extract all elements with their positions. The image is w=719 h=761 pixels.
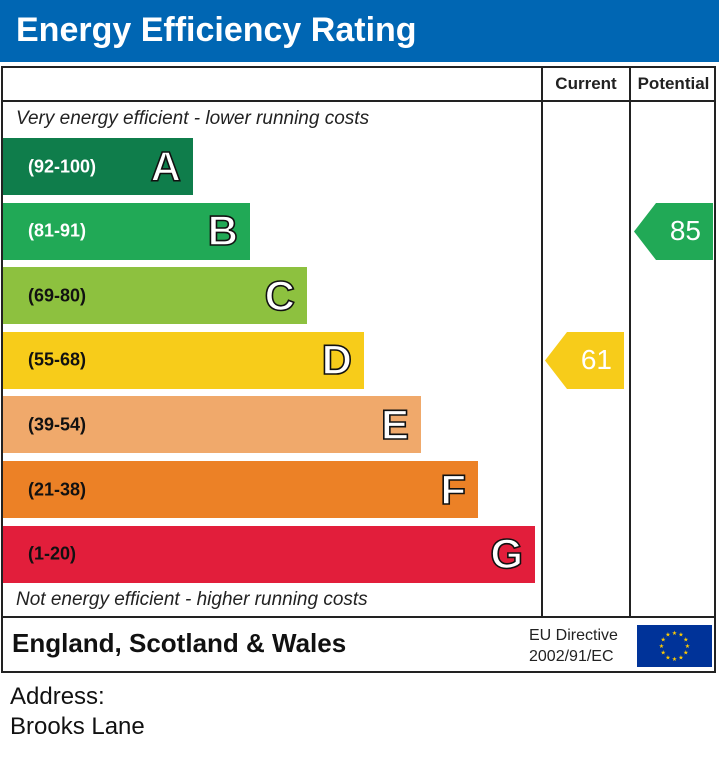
band-e: (39-54) E xyxy=(3,396,421,454)
caption-bottom: Not energy efficient - higher running co… xyxy=(16,589,368,610)
band-range-label: (55-68) xyxy=(28,349,87,370)
band-letter: A xyxy=(150,142,182,190)
band-a: (92-100) A xyxy=(3,138,193,195)
eu-star: ★ xyxy=(665,654,670,661)
band-c: (69-80) C xyxy=(3,267,307,325)
eu-star: ★ xyxy=(685,643,690,650)
eu-star: ★ xyxy=(665,632,670,639)
address-label: Address: xyxy=(10,683,105,710)
column-divider-current xyxy=(541,66,543,618)
band-range-label: (39-54) xyxy=(28,414,87,435)
band-letter: E xyxy=(380,400,410,448)
directive-line-2: 2002/91/EC xyxy=(529,648,614,665)
band-range-label: (21-38) xyxy=(28,479,87,499)
band-letter: C xyxy=(264,271,296,319)
region-label: England, Scotland & Wales xyxy=(12,628,347,658)
eu-star: ★ xyxy=(672,630,677,637)
caption-top: Very energy efficient - lower running co… xyxy=(16,108,370,129)
band-g: (1-20) G xyxy=(3,525,535,583)
header-bar: Energy Efficiency Rating xyxy=(0,0,719,62)
eu-star: ★ xyxy=(659,643,664,650)
band-range-label: (1-20) xyxy=(28,543,77,564)
band-range-label: (81-91) xyxy=(28,220,87,241)
eu-star: ★ xyxy=(661,637,666,644)
header-divider xyxy=(1,100,716,102)
current-arrow-shape xyxy=(545,331,624,389)
eu-star: ★ xyxy=(683,637,688,644)
band-b: (81-91) B xyxy=(3,202,250,260)
band-letter: G xyxy=(490,530,524,578)
footer-divider xyxy=(1,616,716,618)
column-header-current: Current xyxy=(555,74,617,93)
current-rating-value: 61 xyxy=(580,344,612,376)
band-letter: F xyxy=(440,465,467,513)
eu-flag-icon: ★ ★ ★ ★ ★ ★ ★ ★ ★ ★ ★ ★ xyxy=(637,625,712,667)
band-range-label: (69-80) xyxy=(28,285,87,306)
eu-star: ★ xyxy=(683,650,688,657)
potential-arrow-shape xyxy=(634,202,713,260)
potential-rating-value: 85 xyxy=(669,215,701,247)
page-title: Energy Efficiency Rating xyxy=(16,11,417,49)
band-d: (55-68) D xyxy=(3,331,364,389)
band-letter: D xyxy=(321,336,353,384)
current-rating-arrow: 61 xyxy=(545,331,624,389)
rating-table xyxy=(1,66,716,673)
potential-rating-arrow: 85 xyxy=(634,202,713,260)
column-header-potential: Potential xyxy=(637,74,710,93)
address-value: Brooks Lane xyxy=(10,713,145,740)
eu-star: ★ xyxy=(678,654,683,661)
directive-line-1: EU Directive xyxy=(529,627,618,644)
band-letter: B xyxy=(207,207,239,255)
eu-star: ★ xyxy=(672,656,677,663)
band-range-label: (92-100) xyxy=(28,156,97,176)
eu-star: ★ xyxy=(678,632,683,639)
eu-star: ★ xyxy=(661,650,666,657)
column-divider-potential xyxy=(629,66,631,618)
band-f: (21-38) F xyxy=(3,461,478,518)
